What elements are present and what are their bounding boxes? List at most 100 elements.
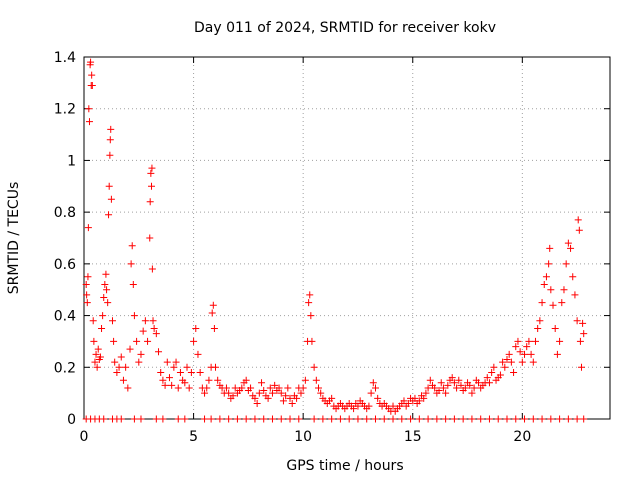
data-point bbox=[103, 286, 111, 294]
data-point bbox=[485, 379, 493, 387]
data-point bbox=[147, 169, 155, 177]
y-axis-ticks: 0 0.2 0.4 0.6 0.8 1 1.2 1.4 bbox=[54, 50, 610, 428]
data-point bbox=[551, 325, 559, 332]
data-point bbox=[558, 299, 566, 307]
data-point bbox=[556, 337, 564, 345]
data-point bbox=[523, 343, 531, 351]
data-point bbox=[450, 415, 458, 423]
data-point bbox=[580, 415, 588, 423]
data-point bbox=[260, 415, 268, 423]
data-point bbox=[141, 317, 149, 325]
data-point bbox=[238, 384, 246, 392]
data-point bbox=[159, 376, 167, 384]
data-point bbox=[168, 381, 176, 389]
y-tick-label: 1 bbox=[67, 153, 76, 169]
data-point bbox=[529, 415, 537, 423]
data-point bbox=[258, 379, 266, 387]
data-point bbox=[571, 291, 579, 299]
data-point bbox=[575, 226, 583, 234]
data-point bbox=[105, 211, 113, 219]
data-point bbox=[92, 350, 100, 358]
data-point bbox=[115, 363, 123, 371]
data-point bbox=[435, 387, 443, 395]
data-point bbox=[442, 389, 450, 397]
data-point bbox=[87, 58, 95, 66]
data-point bbox=[119, 376, 127, 384]
data-point bbox=[124, 384, 132, 392]
data-point bbox=[516, 348, 524, 356]
data-point bbox=[374, 394, 382, 402]
data-point bbox=[133, 337, 141, 345]
data-point bbox=[242, 376, 250, 384]
data-point bbox=[155, 348, 163, 356]
data-point bbox=[181, 415, 189, 423]
data-point bbox=[157, 368, 165, 376]
data-point bbox=[534, 325, 542, 332]
y-tick-label: 0.8 bbox=[54, 205, 76, 221]
data-point bbox=[84, 273, 92, 281]
data-point bbox=[499, 358, 507, 366]
data-point bbox=[293, 394, 301, 402]
y-axis-title: SRMTID / TECUs bbox=[6, 182, 22, 295]
data-point bbox=[148, 182, 156, 190]
data-point bbox=[201, 389, 209, 397]
data-point bbox=[470, 384, 478, 392]
data-point bbox=[152, 415, 160, 423]
data-point bbox=[514, 337, 522, 345]
data-point bbox=[529, 358, 537, 366]
x-tick-label: 15 bbox=[404, 429, 422, 445]
data-point bbox=[400, 397, 408, 405]
data-point bbox=[297, 389, 305, 397]
data-point bbox=[183, 363, 191, 371]
y-tick-label: 0.4 bbox=[54, 309, 76, 325]
data-point bbox=[111, 358, 119, 366]
y-tick-label: 0 bbox=[67, 412, 76, 428]
data-point bbox=[282, 392, 290, 400]
data-point bbox=[190, 337, 198, 345]
data-point bbox=[488, 368, 496, 376]
data-point bbox=[483, 374, 491, 382]
data-point bbox=[310, 415, 318, 423]
data-point bbox=[91, 358, 99, 366]
data-point bbox=[170, 363, 178, 371]
data-point bbox=[503, 415, 511, 423]
data-point bbox=[93, 363, 101, 371]
data-point bbox=[106, 151, 114, 159]
data-point bbox=[104, 299, 112, 307]
data-point bbox=[108, 317, 116, 325]
data-point bbox=[507, 358, 515, 366]
data-point bbox=[305, 299, 313, 307]
data-point bbox=[222, 384, 230, 392]
data-point bbox=[284, 384, 292, 392]
data-point bbox=[431, 384, 439, 392]
data-point bbox=[82, 281, 90, 289]
data-point bbox=[207, 415, 215, 423]
data-point bbox=[150, 325, 158, 332]
data-point bbox=[336, 415, 344, 423]
data-point bbox=[102, 270, 110, 278]
data-point bbox=[117, 353, 125, 361]
data-point bbox=[468, 389, 476, 397]
data-point bbox=[94, 345, 102, 353]
data-point bbox=[547, 286, 555, 294]
data-point bbox=[398, 415, 406, 423]
x-tick-label: 0 bbox=[80, 429, 89, 445]
data-point bbox=[148, 164, 156, 172]
data-point bbox=[407, 415, 415, 423]
data-point bbox=[415, 415, 423, 423]
data-point bbox=[268, 389, 276, 397]
data-point bbox=[106, 136, 114, 144]
data-point bbox=[130, 312, 138, 320]
data-point bbox=[174, 384, 182, 392]
data-point bbox=[439, 384, 447, 392]
data-point bbox=[88, 71, 96, 79]
data-point bbox=[315, 384, 323, 392]
x-tick-label: 20 bbox=[513, 429, 531, 445]
data-point bbox=[485, 415, 493, 423]
data-point bbox=[546, 244, 554, 252]
data-point bbox=[279, 397, 287, 405]
data-point bbox=[527, 350, 535, 358]
data-point bbox=[459, 415, 467, 423]
data-point bbox=[152, 330, 160, 338]
